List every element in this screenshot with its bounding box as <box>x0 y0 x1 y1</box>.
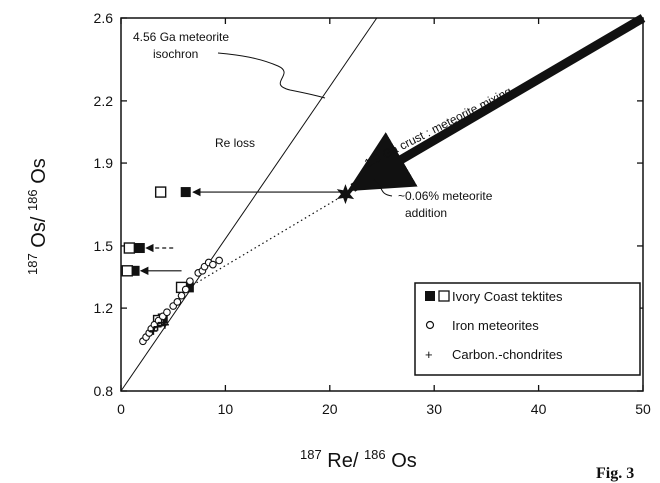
x-tick-label-5: 50 <box>635 401 651 417</box>
x-axis-title: 187 Re/ 186 Os <box>300 442 417 472</box>
x-tick-label-4: 40 <box>531 401 547 417</box>
point-square-filled-0 <box>180 187 191 198</box>
legend-box <box>414 282 641 376</box>
x-tick-labels: 0 10 20 30 40 50 <box>117 401 651 417</box>
legend-tektites-label: Ivory Coast tektites <box>452 289 563 304</box>
y-tick-label-4: 2.2 <box>94 93 114 109</box>
point-square-filled-1 <box>134 243 145 254</box>
y-tick-label-2: 1.5 <box>94 238 114 254</box>
point-square-open-1 <box>123 242 136 254</box>
mixing-label: 1.9 Ga crust : meteorite mixing <box>362 84 514 171</box>
point-circle-open-18 <box>215 256 223 265</box>
mixing-star <box>336 184 355 205</box>
isochron-line <box>120 17 378 392</box>
x-axis-sup2: 186 <box>364 447 386 462</box>
legend: Ivory Coast tektites Iron meteorites + C… <box>414 282 641 376</box>
point-circle-open-12 <box>186 277 194 286</box>
x-tick-label-2: 20 <box>322 401 338 417</box>
point-plus-3 <box>160 320 169 329</box>
re-loss-arrows <box>139 187 343 276</box>
isochron-label-line1: 4.56 Ga meteorite <box>133 30 229 44</box>
y-axis-sup2: 186 <box>25 189 40 211</box>
y-axis-title: 187 Os/ 186 Os <box>20 158 50 275</box>
y-axis-main1: Os/ <box>28 216 50 248</box>
re-loss-label: Re loss <box>215 136 255 150</box>
mixing-dotted-line <box>188 193 346 288</box>
data-points <box>121 186 223 346</box>
y-axis-main2: Os <box>28 158 50 184</box>
legend-iron-label: Iron meteorites <box>452 318 539 333</box>
legend-plus-icon: + <box>425 347 433 362</box>
legend-open-square-icon <box>438 290 450 302</box>
x-tick-label-0: 0 <box>117 401 125 417</box>
x-axis-main2: Os <box>391 450 417 472</box>
x-tick-label-3: 30 <box>426 401 442 417</box>
isochron-leader <box>217 52 326 99</box>
point-circle-open-10 <box>177 291 186 300</box>
y-axis-sup1: 187 <box>25 253 40 275</box>
addition-leader <box>373 179 393 197</box>
figure-label: Fig. 3 <box>596 465 634 482</box>
x-axis-sup1: 187 <box>300 447 322 462</box>
addition-label-line1: ~0.06% meteorite <box>398 189 493 203</box>
y-tick-label-1: 1.2 <box>94 300 114 316</box>
point-square-open-0 <box>154 186 167 198</box>
point-circle-open-7 <box>163 308 171 317</box>
y-tick-label-0: 0.8 <box>94 383 114 399</box>
addition-label-line2: addition <box>405 206 447 220</box>
legend-filled-square-icon <box>425 291 435 301</box>
legend-open-circle-icon <box>425 320 435 330</box>
point-circle-open-17 <box>209 260 217 269</box>
point-square-open-2 <box>121 265 133 277</box>
point-square-filled-2 <box>129 265 140 276</box>
plot-frame <box>120 17 644 392</box>
point-plus-0 <box>149 326 158 335</box>
y-tick-label-5: 2.6 <box>94 10 114 26</box>
legend-carbon-label: Carbon.-chondrites <box>452 347 563 362</box>
point-circle-open-9 <box>173 298 182 306</box>
point-plus-1 <box>153 322 162 331</box>
mixing-arrow <box>347 14 646 192</box>
y-tick-labels: 0.8 1.2 1.5 1.9 2.2 2.6 <box>94 10 114 399</box>
x-axis-main1: Re/ <box>327 450 359 472</box>
y-tick-label-3: 1.9 <box>94 155 114 171</box>
isochron-label-line2: isochron <box>153 47 198 61</box>
point-circle-open-11 <box>181 285 190 294</box>
x-tick-label-1: 10 <box>218 401 234 417</box>
